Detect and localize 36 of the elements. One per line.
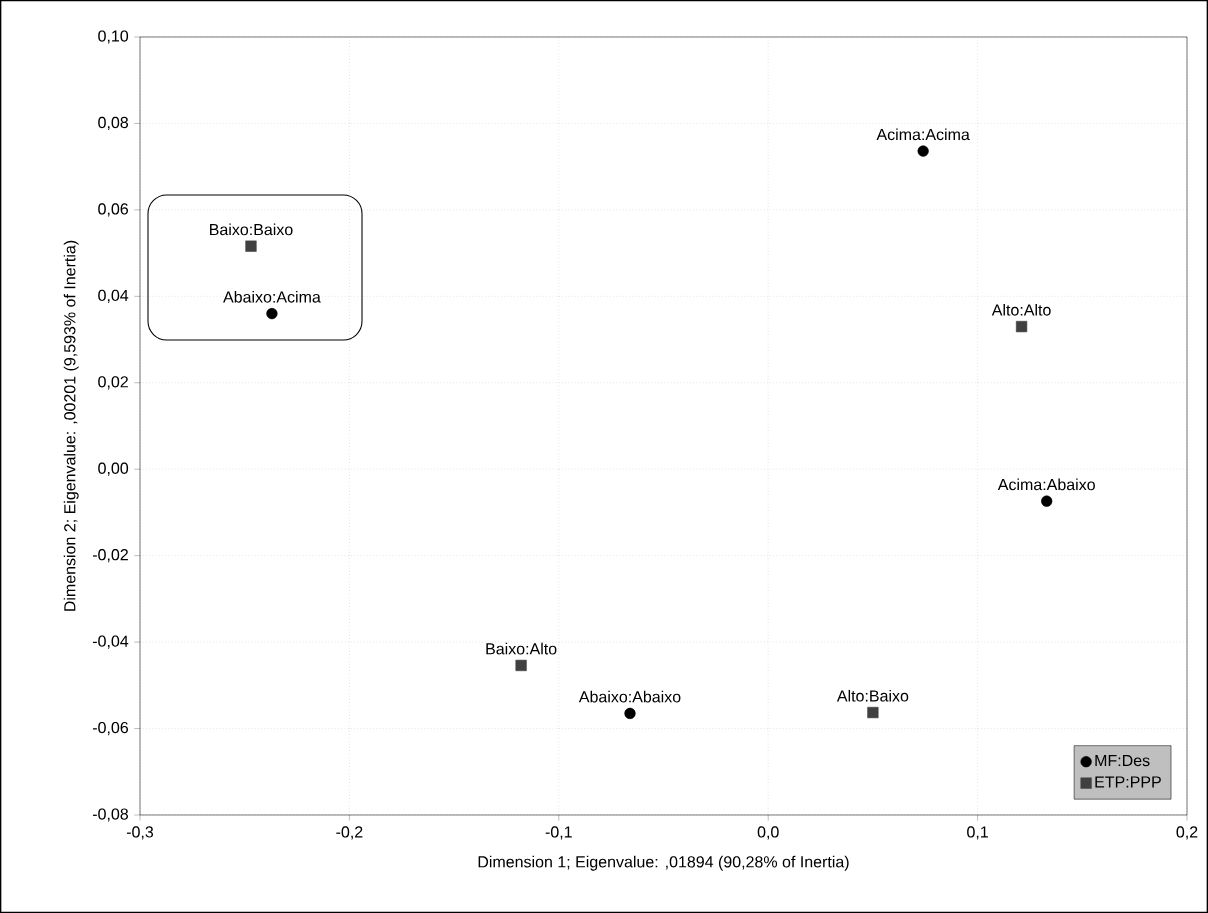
y-tick-label: 0,02 [98,376,128,390]
y-tick-label: -0,04 [92,635,129,649]
y-tick-label: 0,10 [98,30,129,44]
annotation: Baixo:Alto [486,642,557,655]
x-tick-label: 0,1 [967,826,988,840]
point [1015,320,1028,333]
annotation: Acima:Acima [876,128,970,141]
legend-label: ETP:PPP [1095,776,1161,788]
annotation: Alto:Baixo [836,689,909,702]
y-tick-label: -0,02 [92,549,128,563]
point [867,706,879,719]
annotation: Acima:Abaixo [997,478,1095,491]
y-tick-label: 0,08 [98,116,129,131]
annotation: Baixo:Baixo [210,223,293,236]
annotation: Alto:Alto [991,303,1051,316]
x-tick-label: 0,0 [757,826,779,840]
point [917,145,929,157]
y-tick-label: -0,08 [92,808,129,822]
point [1041,495,1053,507]
x-tick-label: -0,3 [126,826,154,840]
legend-label: MF:Des [1095,755,1150,767]
x-tick-label: 0,2 [1176,826,1198,840]
point [624,707,636,720]
x-axis-title: Dimension 1; Eigenvalue: ,01894 (90,28% of Inertia) [478,855,849,871]
point [515,659,527,672]
annotation: Abaixo:Acima [223,290,321,303]
point [245,240,257,252]
y-tick-label: 0,06 [98,203,129,217]
x-tick-label: -0,2 [336,826,363,840]
point [266,308,278,320]
y-tick-label: -0,06 [92,721,129,736]
x-tick-label: -0,1 [545,826,572,840]
y-tick-label: 0,00 [98,462,129,476]
y-tick-label: 0,04 [98,289,129,303]
y-axis-title: Dimension 2; Eigenvalue: ,00201 (9,593% of Inertia) [63,240,79,611]
annotation: Abaixo:Abaixo [578,690,681,703]
